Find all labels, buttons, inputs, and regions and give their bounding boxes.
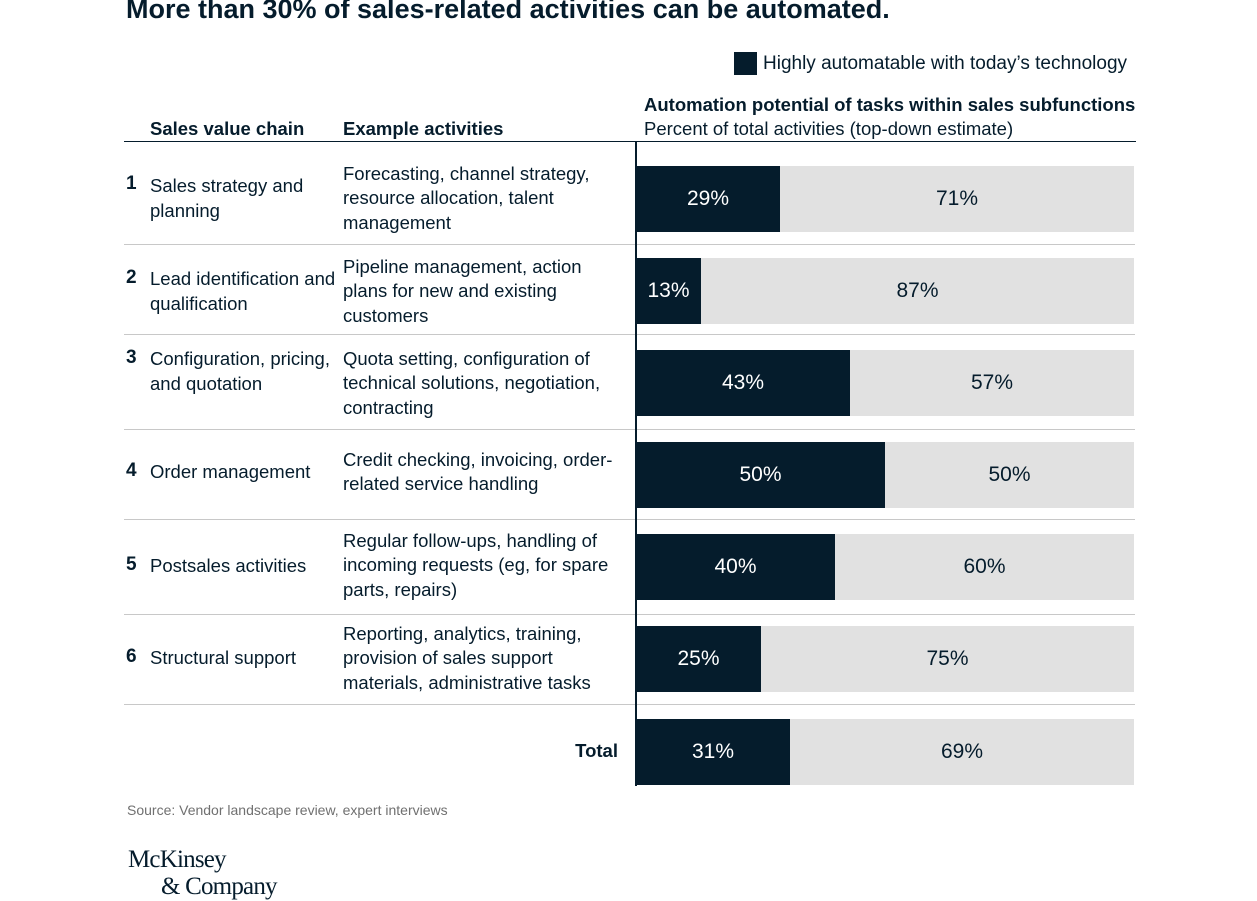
row-chain-label: Order management [150,461,311,482]
row-chain-label: Structural support [150,647,297,668]
bar-remaining: 71% [780,166,1134,232]
source-note: Source: Vendor landscape review, expert … [127,802,448,818]
column-header-chain: Sales value chain [150,118,305,139]
bar-automatable: 13% [636,258,701,324]
bar-value-label: 57% [970,371,1014,394]
bar-axis [635,142,637,786]
bar-value-label: 40% [714,555,757,578]
mckinsey-logo: McKinsey & Company [128,846,278,900]
row-number: 2 [126,267,137,288]
column-header-activities: Example activities [343,118,504,139]
total-label: Total [575,740,618,761]
bar-value-label: 87% [896,279,939,302]
bar-value-label: 13% [647,279,690,302]
bar-automatable: 31% [636,719,790,785]
row-chain-label: Lead identification and qualification [150,268,336,314]
bar-value-label: 29% [686,187,730,210]
row-divider [124,519,1135,520]
row-divider [124,704,1135,705]
row-number: 4 [126,460,137,481]
bar-remaining: 87% [701,258,1134,324]
bar-remaining: 57% [850,350,1134,416]
column-header-automation: Automation potential of tasks within sal… [644,94,1136,115]
bar-value-label: 43% [721,371,765,394]
bar-automatable: 50% [636,442,885,508]
logo-line-2: & Company [161,873,278,900]
row-activities: Pipeline management, action plans for ne… [343,256,582,326]
row-number: 6 [126,646,137,667]
row-activities: Credit checking, invoicing, order-relate… [343,449,613,495]
bar-value-label: 25% [677,647,720,670]
bar-automatable: 40% [636,534,835,600]
bar-remaining: 75% [761,626,1134,692]
row-number: 3 [126,347,137,368]
row-activities: Regular follow-ups, handling of incoming… [343,530,609,600]
bar-value-label: 69% [940,740,984,763]
bar-automatable: 43% [636,350,850,416]
bar-value-label: 71% [935,187,979,210]
legend-label: Highly automatable with today’s technolo… [763,52,1128,74]
row-chain-label: Sales strategy and planning [150,175,304,221]
bar-value-label: 31% [691,740,735,763]
bar-value-label: 50% [739,463,782,486]
row-divider [124,614,1135,615]
row-divider [124,244,1135,245]
bar-remaining: 50% [885,442,1134,508]
bar-value-label: 50% [988,463,1031,486]
bar-remaining: 69% [790,719,1134,785]
row-divider [124,334,1135,335]
bar-remaining: 60% [835,534,1134,600]
bar-automatable: 25% [636,626,761,692]
row-chain-label: Configuration, pricing, and quotation [150,348,330,394]
row-number: 1 [126,173,137,194]
row-chain-label: Postsales activities [150,555,307,576]
column-subheader-automation: Percent of total activities (top-down es… [644,118,1014,139]
chart-title: More than 30% of sales-related activitie… [126,0,890,24]
row-number: 5 [126,554,137,575]
bar-automatable: 29% [636,166,780,232]
header-rule [124,141,1136,142]
row-divider [124,429,1135,430]
row-activities: Quota setting, configuration of technica… [343,348,601,418]
bar-value-label: 60% [963,555,1006,578]
legend: Highly automatable with today’s technolo… [734,52,1127,75]
row-activities: Forecasting, channel strategy, resource … [343,163,590,233]
legend-swatch [734,52,757,75]
row-activities: Reporting, analytics, training, provisio… [343,623,591,693]
logo-line-1: McKinsey [128,846,227,873]
bar-value-label: 75% [926,647,969,670]
